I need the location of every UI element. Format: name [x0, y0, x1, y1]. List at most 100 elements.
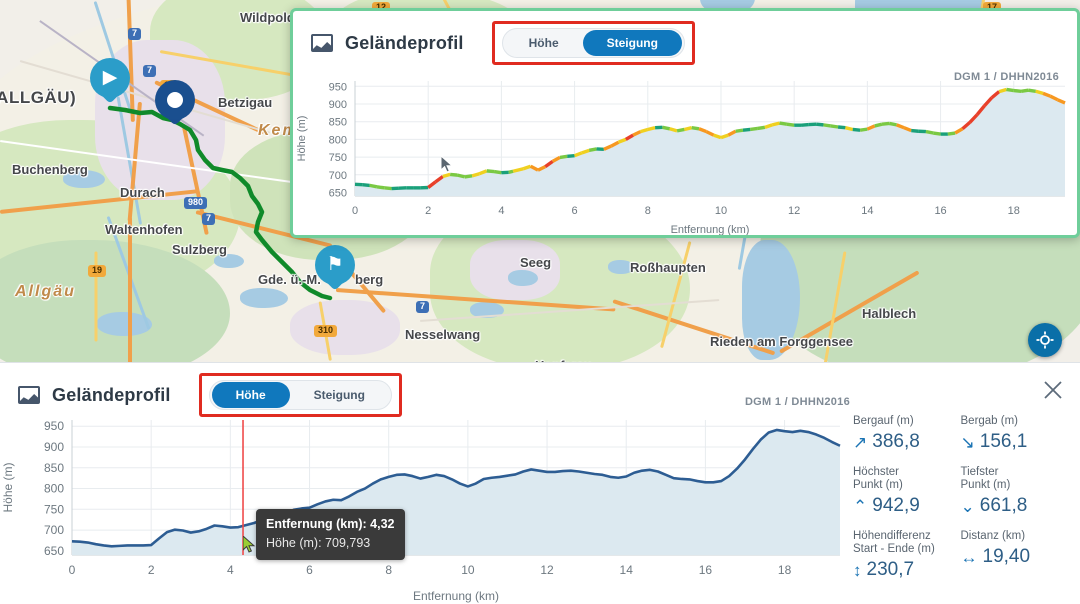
- x-tick-label: 18: [1008, 205, 1020, 217]
- profile-slope-segment: [639, 127, 649, 134]
- stat-elevation-difference: Höhendifferenz Start - Ende (m) ↕ 230,7: [853, 530, 961, 581]
- profile-area: [355, 89, 1065, 196]
- stat-number: 156,1: [979, 431, 1028, 452]
- map-label: Gde. ü.-M.: [258, 272, 321, 287]
- profile-slope-segment: [698, 127, 707, 134]
- bottom-toggle-steigung[interactable]: Steigung: [290, 382, 389, 408]
- profile-slope-segment: [478, 169, 488, 176]
- map-label: Sulzberg: [172, 242, 227, 257]
- profile-slope-segment: [720, 133, 729, 140]
- road-shield: 7: [202, 213, 216, 225]
- profile-slope-segment: [779, 121, 788, 126]
- profile-slope-segment: [567, 153, 575, 159]
- profile-slope-segment: [1042, 91, 1051, 98]
- profile-slope-segment: [449, 172, 458, 177]
- stat-value: ⌄ 661,8: [961, 495, 1069, 517]
- close-icon[interactable]: [1042, 379, 1064, 401]
- profile-slope-segment: [573, 151, 583, 158]
- profile-slope-segment: [954, 127, 964, 135]
- stat-number: 19,40: [982, 546, 1031, 567]
- y-tick-label: 650: [329, 187, 347, 199]
- profile-slope-segment: [1006, 87, 1015, 93]
- x-axis-title: Entfernung (km): [671, 224, 750, 236]
- stat-arrow-icon: ↕: [853, 560, 862, 580]
- profile-slope-segment: [427, 180, 437, 189]
- profile-slope-segment: [823, 123, 832, 128]
- profile-slope-segment: [889, 121, 897, 127]
- map-label: Allgäu: [15, 283, 76, 300]
- close-glyph: [1044, 381, 1062, 399]
- profile-slope-segment: [362, 182, 370, 188]
- profile-slope-segment: [551, 155, 561, 163]
- profile-slope-segment: [852, 127, 861, 132]
- profile-slope-segment: [537, 165, 547, 172]
- profile-slope-segment: [968, 113, 979, 124]
- terrain-profile-panel-docked[interactable]: Geländeprofil Höhe Steigung DGM 1 / DHHN…: [0, 362, 1080, 604]
- stat-arrow-icon: ↘: [960, 432, 975, 452]
- profile-slope-segment: [830, 124, 839, 129]
- profile-slope-segment: [845, 126, 854, 132]
- y-tick-label: 850: [329, 117, 347, 129]
- profile-slope-segment: [1013, 88, 1022, 93]
- road-shield: 12: [372, 2, 391, 14]
- stat-label: Höchster Punkt (m): [853, 466, 903, 491]
- profile-slope-segment: [529, 164, 539, 172]
- profile-slope-segment: [384, 186, 392, 191]
- profile-slope-segment: [512, 167, 524, 173]
- top-toggle-steigung[interactable]: Steigung: [582, 30, 682, 56]
- profile-slope-segment: [617, 137, 627, 144]
- pin-body: [315, 245, 355, 285]
- x-tick-label: 4: [498, 205, 504, 217]
- profile-slope-segment: [603, 144, 612, 151]
- mouse-cursor-top: [441, 156, 454, 173]
- x-tick-label: 18: [778, 563, 792, 577]
- terrain-profile-panel-floating[interactable]: Geländeprofil Höhe Steigung DGM 1 / DHHN…: [290, 8, 1080, 238]
- profile-slope-segment: [925, 129, 934, 135]
- x-tick-label: 0: [352, 205, 358, 217]
- end-pin[interactable]: ⚑: [315, 245, 355, 297]
- road-shield: 7: [416, 301, 430, 313]
- profile-slope-segment: [376, 185, 385, 190]
- top-toggle-hoehe[interactable]: Höhe: [505, 30, 583, 56]
- profile-slope-segment: [771, 121, 780, 127]
- profile-slope-segment: [442, 172, 451, 179]
- top-elevation-chart[interactable]: 650 700 750 800 850 900 950 0 2 4 6 8 10 12 14 16 18 Entf…: [293, 71, 1080, 236]
- y-tick-label: 950: [329, 81, 347, 93]
- y-axis-title: Höhe (m): [296, 116, 308, 162]
- profile-slope-segment: [544, 159, 554, 169]
- bottom-source-label: DGM 1 / DHHN2016: [744, 396, 850, 408]
- pin-body: [90, 58, 130, 98]
- locate-icon[interactable]: [1028, 323, 1062, 357]
- start-pin[interactable]: ▶: [90, 58, 130, 110]
- pin-glyph: ▶: [102, 67, 118, 88]
- bottom-panel-mode-toggle[interactable]: Höhe Steigung: [208, 380, 392, 410]
- x-tick-label: 16: [699, 563, 713, 577]
- top-panel-header: Geländeprofil Höhe Steigung: [293, 11, 1077, 69]
- profile-slope-segment: [786, 122, 795, 127]
- road-shield: 980: [184, 197, 208, 209]
- stat-label: Bergab (m): [960, 415, 1019, 427]
- top-panel-mode-toggle[interactable]: Höhe Steigung: [501, 28, 685, 58]
- bottom-toggle-hoehe[interactable]: Höhe: [211, 382, 290, 408]
- profile-slope-segment: [1028, 88, 1036, 93]
- profile-slope-segment: [493, 169, 502, 175]
- profile-slope-segment: [588, 147, 597, 153]
- profile-slope-segment: [866, 124, 876, 131]
- profile-slope-segment: [1020, 88, 1029, 93]
- stat-descent: Bergab (m) ↘ 156,1: [961, 415, 1069, 453]
- x-tick-label: 8: [385, 563, 392, 577]
- stat-value: ↗ 386,8: [853, 431, 961, 453]
- profile-line: [71, 428, 841, 548]
- y-tick-label: 750: [329, 152, 347, 164]
- y-tick-label: 900: [44, 440, 64, 454]
- map-label: Betzigau: [218, 95, 273, 110]
- waypoint-pin[interactable]: [155, 80, 195, 132]
- tooltip-distance: Entfernung (km): 4,32: [266, 517, 395, 531]
- map-label: Kem: [258, 122, 299, 139]
- y-tick-label: 800: [329, 134, 347, 146]
- profile-slope-segment: [750, 126, 758, 132]
- bottom-elevation-chart[interactable]: 650 700 750 800 850 900 950 0 2 4 6 8 10 12 14 16 18 Entf…: [0, 408, 860, 603]
- chart-tooltip: Entfernung (km): 4,32 Höhe (m): 709,793: [256, 509, 405, 560]
- stat-distance: Distanz (km) ↔ 19,40: [961, 530, 1069, 581]
- statistics-grid: Bergauf (m) ↗ 386,8 Bergab (m) ↘ 156,1 Höchste…: [853, 415, 1068, 581]
